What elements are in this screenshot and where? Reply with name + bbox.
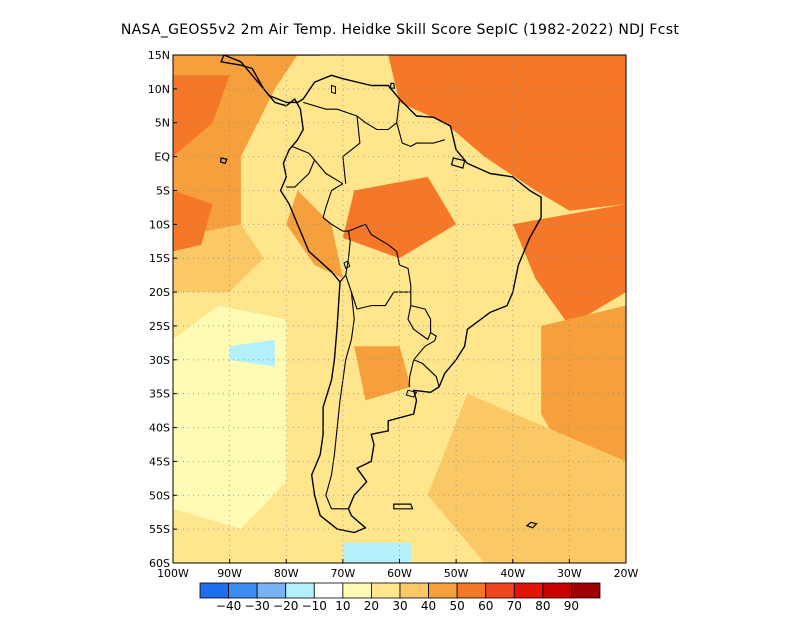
colorbar-swatch <box>428 582 458 599</box>
island-coastline <box>450 157 466 169</box>
skill-region <box>427 393 626 563</box>
colorbar-swatch <box>485 582 515 599</box>
skill-region <box>512 204 626 326</box>
colorbar-swatch <box>313 582 344 599</box>
country-border <box>407 292 432 341</box>
island-coastline <box>389 82 396 89</box>
skill-region <box>173 190 213 252</box>
country-border <box>348 223 412 293</box>
latitude-tick-label: 15S <box>149 252 170 265</box>
longitude-tick-label: 70W <box>330 567 355 580</box>
skill-region <box>342 542 411 563</box>
map-title: NASA_GEOS5v2 2m Air Temp. Heidke Skill S… <box>120 22 680 38</box>
latitude-tick-label: 60S <box>149 557 170 570</box>
skill-region <box>388 55 626 211</box>
colorbar-label: −40 <box>216 599 241 613</box>
country-border <box>396 122 445 147</box>
colorbar: −40 −30 −20 −10 10 20 30 40 50 60 70 80 90 <box>199 582 601 613</box>
latitude-tick-label: 55S <box>149 523 170 536</box>
longitude-tick-label: 50W <box>444 567 469 580</box>
longitude-ticks: 100W 90W 80W 70W 60W 50W 40W 30W 20W <box>157 559 639 580</box>
latitude-tick-label: 50S <box>149 489 170 502</box>
latitude-tick-label: 35S <box>149 388 170 401</box>
latitude-tick-label: 40S <box>149 422 170 435</box>
longitude-tick-label: 20W <box>614 567 639 580</box>
latitude-tick-label: 15N <box>148 49 170 62</box>
colorbar-swatch <box>371 582 401 599</box>
latitude-tick-label: EQ <box>154 151 170 164</box>
colorbar-label: −10 <box>302 599 327 613</box>
lake-outline <box>331 84 336 95</box>
colorbar-label: 90 <box>564 599 579 613</box>
latitude-ticks: 15N 10N 5N EQ 5S 10S 15S 20S 25S 30S 35S 40S 45S 50S 5… <box>148 49 177 570</box>
colorbar-label: 30 <box>392 599 407 613</box>
country-border <box>356 98 401 131</box>
longitude-tick-label: 90W <box>217 567 242 580</box>
country-border <box>322 183 351 283</box>
longitude-tick-label: 80W <box>274 567 299 580</box>
latitude-tick-label: 20S <box>149 286 170 299</box>
longitude-tick-label: 100W <box>157 567 189 580</box>
colorbar-swatch <box>513 582 544 599</box>
colorbar-swatch <box>199 582 229 599</box>
colorbar-label: 20 <box>364 599 379 613</box>
lake-outline <box>405 389 418 398</box>
latitude-tick-label: 45S <box>149 455 170 468</box>
island-coastline <box>219 157 228 165</box>
latitude-tick-label: 25S <box>149 320 170 333</box>
colorbar-swatch <box>456 582 487 599</box>
longitude-tick-label: 30W <box>557 567 582 580</box>
country-border <box>408 359 415 387</box>
country-borders <box>286 98 445 510</box>
colorbar-label: 80 <box>535 599 550 613</box>
country-border <box>325 292 355 510</box>
lake-outline <box>343 260 351 270</box>
country-border <box>286 145 316 188</box>
latitude-tick-label: 5N <box>155 117 170 130</box>
latitude-tick-label: 5S <box>156 184 170 197</box>
continent <box>219 55 542 534</box>
skill-region <box>342 176 457 259</box>
latitude-tick-label: 30S <box>149 354 170 367</box>
colorbar-swatch <box>285 582 315 599</box>
colorbar-label: 60 <box>478 599 493 613</box>
island-coastline <box>256 55 321 56</box>
skill-region <box>286 190 343 279</box>
colorbar-swatch <box>542 582 572 599</box>
latitude-tick-label: 10S <box>149 218 170 231</box>
colorbar-swatch <box>256 582 287 599</box>
country-border <box>314 159 344 185</box>
island-coastline <box>525 521 538 529</box>
longitude-tick-label: 60W <box>387 567 412 580</box>
longitude-tick-label: 40W <box>500 567 525 580</box>
colorbar-label: 10 <box>335 599 350 613</box>
coastline <box>220 55 542 534</box>
island-coastline <box>393 503 414 510</box>
colorbar-swatch <box>228 582 258 599</box>
colorbar-label: −20 <box>273 599 298 613</box>
colorbar-swatch <box>399 582 429 599</box>
colorbar-label: −30 <box>244 599 269 613</box>
country-border <box>413 332 440 388</box>
colorbar-swatch <box>342 582 372 599</box>
latitude-tick-label: 10N <box>148 83 170 96</box>
skill-region <box>173 75 230 157</box>
grid-lines <box>173 55 626 563</box>
colorbar-label: 50 <box>450 599 465 613</box>
colorbar-label: 70 <box>507 599 522 613</box>
colorbar-label: 40 <box>421 599 436 613</box>
colorbar-swatch <box>571 582 601 599</box>
